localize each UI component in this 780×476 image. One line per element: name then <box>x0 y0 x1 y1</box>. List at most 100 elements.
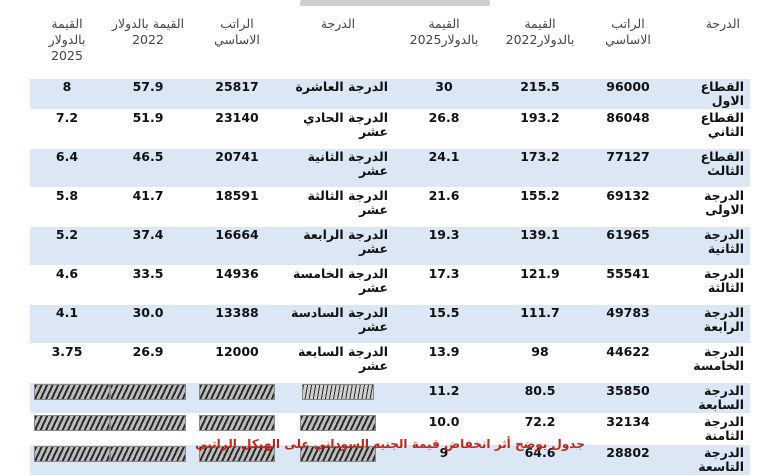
cell-left-usd2025: 6.4 <box>30 148 104 188</box>
cell-right-usd2025: 21.6 <box>394 187 494 227</box>
cell-right-grade: الدرجة الثامنة <box>670 413 750 445</box>
table-row: 6.4 46.5 20741 الدرجة الثانية عشر 24.1 1… <box>30 148 750 188</box>
table-row: 4.6 33.5 14936 الدرجة الخامسة عشر 17.3 1… <box>30 265 750 305</box>
hatch-redaction <box>199 384 275 400</box>
cell-left-salary: 16664 <box>192 226 282 266</box>
cell-right-grade: القطاع الاول <box>670 78 750 110</box>
cell-left-grade: الدرجة السابعة عشر <box>282 343 394 383</box>
cell-right-usd2025: 15.5 <box>394 304 494 344</box>
cell-left-salary: 12000 <box>192 343 282 383</box>
header-left-salary: الراتب الاساسي <box>214 16 260 47</box>
cell-right-grade: القطاع الثاني <box>670 109 750 149</box>
table-row: 5.8 41.7 18591 الدرجة الثالثة عشر 21.6 1… <box>30 187 750 227</box>
redacted-cell <box>192 382 282 414</box>
cell-left-salary: 14936 <box>192 265 282 305</box>
cell-right-usd2025: 26.8 <box>394 109 494 149</box>
cell-left-grade: الدرجة الثانية عشر <box>282 148 394 188</box>
table-row: 8 57.9 25817 الدرجة العاشرة 30 215.5 960… <box>30 78 750 110</box>
cell-left-usd2025: 3.75 <box>30 343 104 383</box>
cell-left-usd2025: 8 <box>30 78 104 110</box>
cell-right-grade: الدرجة السابعة <box>670 382 750 414</box>
cell-left-usd2025: 5.8 <box>30 187 104 227</box>
table-caption: جدول يوضح أثر انخفاض قيمة الجنيه السودان… <box>195 437 585 451</box>
cell-right-usd2022: 80.5 <box>494 382 586 414</box>
cell-left-salary: 18591 <box>192 187 282 227</box>
cell-left-usd2022: 46.5 <box>104 148 192 188</box>
table-row: 3.75 26.9 12000 الدرجة السابعة عشر 13.9 … <box>30 343 750 383</box>
redacted-cell <box>282 382 394 414</box>
hatch-redaction <box>300 415 376 431</box>
redacted-cell <box>282 413 394 445</box>
redacted-cell <box>104 413 192 445</box>
cell-right-usd2022: 193.2 <box>494 109 586 149</box>
hatch-redaction <box>300 446 376 462</box>
redacted-cell <box>30 444 110 476</box>
salary-structure-table: القيمة بالدولار 2025 القيمة بالدولار 202… <box>30 14 750 476</box>
cell-left-usd2022: 37.4 <box>104 226 192 266</box>
cell-right-usd2025: 10.0 <box>394 413 494 445</box>
cell-right-salary: 96000 <box>586 78 670 110</box>
cell-right-salary: 86048 <box>586 109 670 149</box>
table-header-row: القيمة بالدولار 2025 القيمة بالدولار 202… <box>30 14 750 79</box>
cell-left-usd2022: 33.5 <box>104 265 192 305</box>
redacted-cell <box>30 413 110 445</box>
cell-left-usd2022: 30.0 <box>104 304 192 344</box>
hatch-redaction <box>110 446 186 462</box>
redacted-cell <box>104 444 192 476</box>
cell-left-usd2022: 57.9 <box>104 78 192 110</box>
cell-left-usd2025: 4.6 <box>30 265 104 305</box>
cell-right-usd2022: 121.9 <box>494 265 586 305</box>
redacted-cell <box>104 382 192 414</box>
cell-right-usd2025: 19.3 <box>394 226 494 266</box>
cell-right-usd2025: 24.1 <box>394 148 494 188</box>
header-left-grade: الدرجة <box>320 16 356 31</box>
header-left-usd2025: القيمة بالدولار 2025 <box>48 16 86 63</box>
cell-right-usd2025: 17.3 <box>394 265 494 305</box>
table-row: 7.2 51.9 23140 الدرجة الحادي عشر 26.8 19… <box>30 109 750 149</box>
header-left-usd2022: القيمة بالدولار 2022 <box>111 16 185 47</box>
cell-right-salary: 44622 <box>586 343 670 383</box>
hatch-redaction <box>199 415 275 431</box>
cell-right-usd2022: 139.1 <box>494 226 586 266</box>
cell-left-grade: الدرجة السادسة عشر <box>282 304 394 344</box>
hatch-redaction <box>110 384 186 400</box>
cell-right-salary: 55541 <box>586 265 670 305</box>
cell-left-salary: 23140 <box>192 109 282 149</box>
cell-right-grade: القطاع الثالث <box>670 148 750 188</box>
cell-right-salary: 49783 <box>586 304 670 344</box>
cell-right-grade: الدرجة الاولى <box>670 187 750 227</box>
cell-left-usd2025: 4.1 <box>30 304 104 344</box>
cell-left-usd2025: 5.2 <box>30 226 104 266</box>
cell-right-usd2022: 98 <box>494 343 586 383</box>
cell-left-salary: 25817 <box>192 78 282 110</box>
cell-right-usd2025: 13.9 <box>394 343 494 383</box>
cell-right-grade: الدرجة الرابعة <box>670 304 750 344</box>
cell-right-salary: 77127 <box>586 148 670 188</box>
cell-right-usd2022: 155.2 <box>494 187 586 227</box>
cell-left-usd2022: 26.9 <box>104 343 192 383</box>
cell-left-grade: الدرجة الرابعة عشر <box>282 226 394 266</box>
cropped-title-strip <box>300 0 490 6</box>
cell-left-grade: الدرجة العاشرة <box>282 78 394 110</box>
cell-right-grade: الدرجة التاسعة <box>670 444 750 476</box>
hatch-redaction <box>34 446 110 462</box>
cell-left-usd2022: 41.7 <box>104 187 192 227</box>
cell-left-usd2022: 51.9 <box>104 109 192 149</box>
cell-right-salary: 61965 <box>586 226 670 266</box>
header-right-usd2025: القيمة بالدولار2025 <box>409 16 479 47</box>
hatch-redaction <box>34 415 110 431</box>
cell-right-usd2022: 173.2 <box>494 148 586 188</box>
cell-left-usd2025: 7.2 <box>30 109 104 149</box>
cell-right-salary: 69132 <box>586 187 670 227</box>
cell-right-grade: الدرجة الخامسة <box>670 343 750 383</box>
cell-right-grade: الدرجة الثانية <box>670 226 750 266</box>
table-row: 11.2 80.5 35850 الدرجة السابعة <box>30 382 750 414</box>
cell-right-usd2025: 30 <box>394 78 494 110</box>
cell-left-salary: 13388 <box>192 304 282 344</box>
cell-right-grade: الدرجة الثالثة <box>670 265 750 305</box>
cell-right-usd2025: 11.2 <box>394 382 494 414</box>
cell-right-salary: 35850 <box>586 382 670 414</box>
table-row: 4.1 30.0 13388 الدرجة السادسة عشر 15.5 1… <box>30 304 750 344</box>
hatch-redaction <box>302 384 374 400</box>
